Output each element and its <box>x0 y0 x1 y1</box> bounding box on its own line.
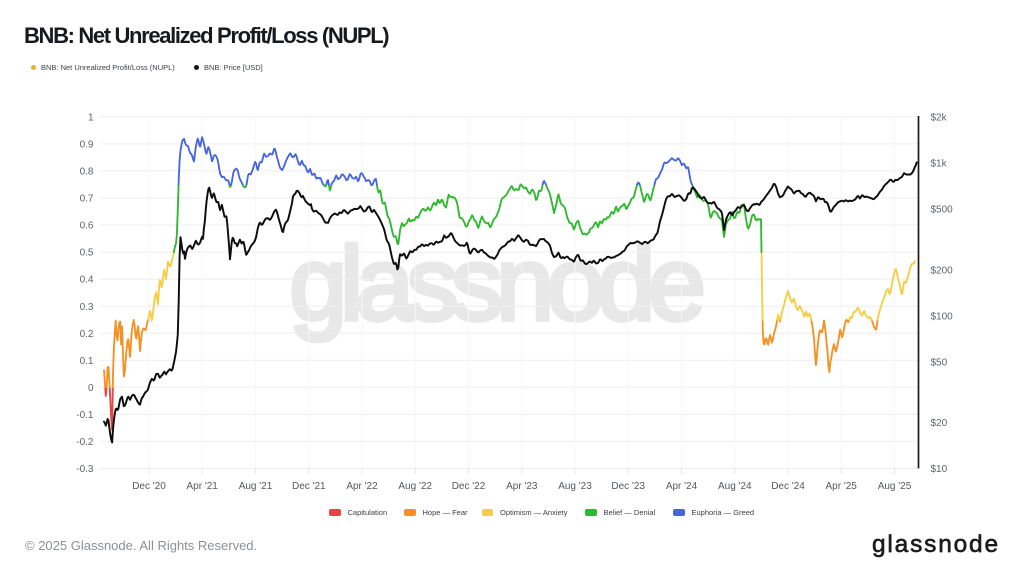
svg-text:Dec '22: Dec '22 <box>452 481 486 492</box>
svg-text:-0.2: -0.2 <box>76 437 94 448</box>
svg-text:0.7: 0.7 <box>80 194 94 205</box>
svg-text:$2k: $2k <box>931 112 948 123</box>
svg-text:-0.1: -0.1 <box>76 410 94 421</box>
svg-text:Aug '22: Aug '22 <box>398 481 432 492</box>
svg-text:0.5: 0.5 <box>80 248 94 259</box>
svg-text:Dec '23: Dec '23 <box>611 481 645 492</box>
svg-text:$100: $100 <box>931 311 954 322</box>
svg-text:Dec '21: Dec '21 <box>292 481 326 492</box>
svg-text:0.4: 0.4 <box>80 275 94 286</box>
svg-text:$200: $200 <box>931 265 954 276</box>
svg-text:$1k: $1k <box>931 158 948 169</box>
svg-text:Apr '21: Apr '21 <box>187 481 219 492</box>
svg-text:0.3: 0.3 <box>80 302 94 313</box>
svg-text:$20: $20 <box>931 418 948 429</box>
svg-text:Aug '24: Aug '24 <box>718 481 752 492</box>
svg-text:Dec '24: Dec '24 <box>771 481 805 492</box>
svg-text:$500: $500 <box>931 204 954 215</box>
svg-text:0.1: 0.1 <box>80 356 94 367</box>
svg-text:Apr '22: Apr '22 <box>346 481 378 492</box>
svg-text:Apr '25: Apr '25 <box>826 481 858 492</box>
svg-text:Apr '24: Apr '24 <box>666 481 698 492</box>
svg-text:Aug '23: Aug '23 <box>558 481 592 492</box>
svg-text:Dec '20: Dec '20 <box>132 481 166 492</box>
svg-text:$50: $50 <box>931 357 948 368</box>
svg-text:Apr '23: Apr '23 <box>506 481 538 492</box>
svg-text:0.8: 0.8 <box>80 167 94 178</box>
svg-text:0.9: 0.9 <box>80 140 94 151</box>
svg-text:-0.3: -0.3 <box>76 464 94 475</box>
svg-text:$10: $10 <box>931 464 948 475</box>
svg-text:Aug '21: Aug '21 <box>239 481 273 492</box>
svg-text:0.2: 0.2 <box>80 329 94 340</box>
svg-text:0: 0 <box>88 383 94 394</box>
svg-text:0.6: 0.6 <box>80 221 94 232</box>
svg-text:1: 1 <box>88 112 94 123</box>
svg-text:Aug '25: Aug '25 <box>878 481 912 492</box>
